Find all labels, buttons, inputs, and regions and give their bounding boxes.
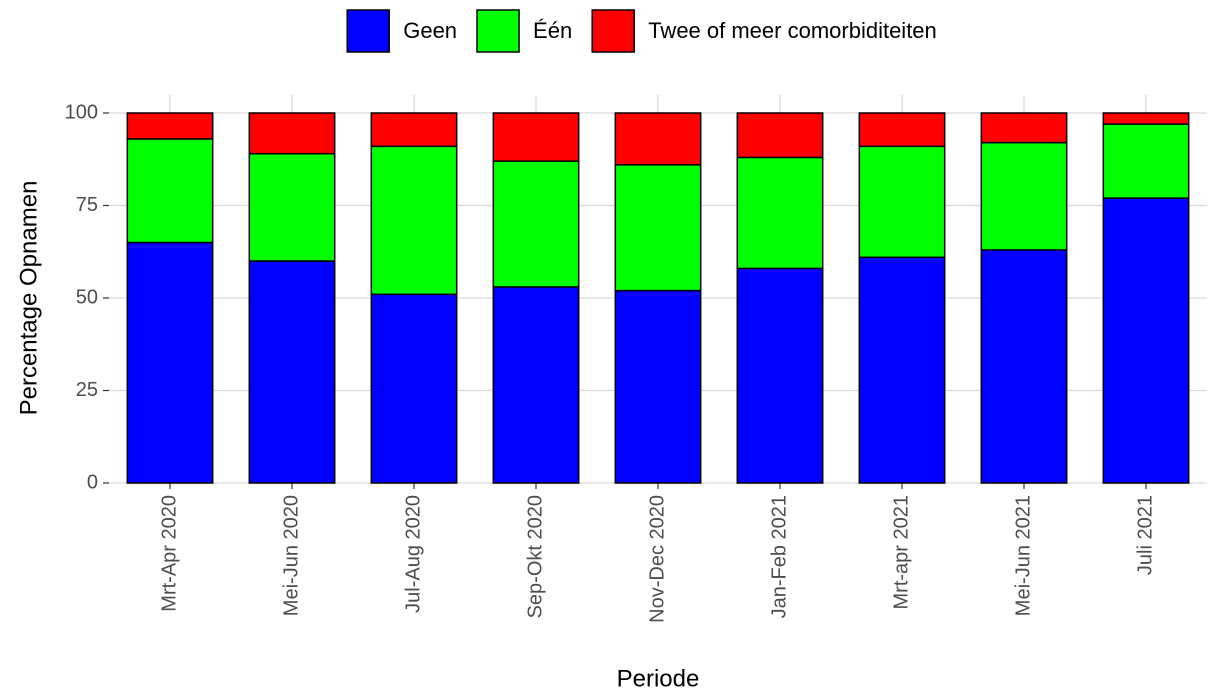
bar-segment	[614, 289, 702, 484]
bar-segment	[1102, 112, 1190, 125]
x-tick-label: Mrt-apr 2021	[890, 495, 912, 610]
bar-segment	[980, 141, 1068, 251]
y-tick-label: 50	[76, 286, 98, 308]
bar-segment	[980, 112, 1068, 144]
bar-segment	[492, 112, 580, 162]
bar-segment	[492, 286, 580, 484]
y-tick-label: 100	[65, 101, 98, 123]
bar-segment	[858, 112, 946, 148]
x-tick-label: Sep-Okt 2020	[524, 495, 546, 618]
y-tick-label: 0	[87, 471, 98, 493]
legend-swatch	[591, 9, 635, 53]
x-tick-label: Mei-Jun 2021	[1012, 495, 1034, 616]
bar-segment	[248, 260, 336, 484]
legend-swatch	[476, 9, 520, 53]
bar-segment	[858, 145, 946, 259]
bar-segment	[736, 156, 824, 270]
bar-segment	[370, 112, 458, 148]
x-tick-label: Nov-Dec 2020	[646, 495, 668, 623]
y-tick-label: 25	[76, 379, 98, 401]
bar-segment	[1102, 123, 1190, 199]
bar-segment	[370, 293, 458, 484]
x-tick-label: Juli 2021	[1134, 495, 1156, 575]
bar-segment	[126, 241, 214, 484]
legend-swatch	[346, 9, 390, 53]
x-tick-label: Jan-Feb 2021	[768, 495, 790, 618]
bar-segment	[736, 267, 824, 484]
bar-segment	[126, 138, 214, 244]
bar-segment	[980, 249, 1068, 484]
bar-segment	[614, 164, 702, 292]
bar-segment	[370, 145, 458, 296]
bar-segment	[492, 160, 580, 288]
y-tick-label: 75	[76, 194, 98, 216]
legend-label: Één	[533, 18, 572, 43]
x-tick-label: Mei-Jun 2020	[280, 495, 302, 616]
bar-segment	[126, 112, 214, 140]
x-tick-label: Mrt-Apr 2020	[158, 495, 180, 612]
bar-segment	[736, 112, 824, 159]
legend-label: Twee of meer comorbiditeiten	[648, 18, 937, 43]
bar-segment	[858, 256, 946, 484]
bar-segment	[248, 112, 336, 155]
x-tick-label: Jul-Aug 2020	[402, 495, 424, 613]
bar-segment	[614, 112, 702, 166]
legend-label: Geen	[403, 18, 457, 43]
bar-segment	[1102, 197, 1190, 484]
bar-segment	[248, 152, 336, 262]
y-axis-title: Percentage Opnamen	[15, 181, 42, 416]
x-axis-title: Periode	[617, 665, 700, 692]
